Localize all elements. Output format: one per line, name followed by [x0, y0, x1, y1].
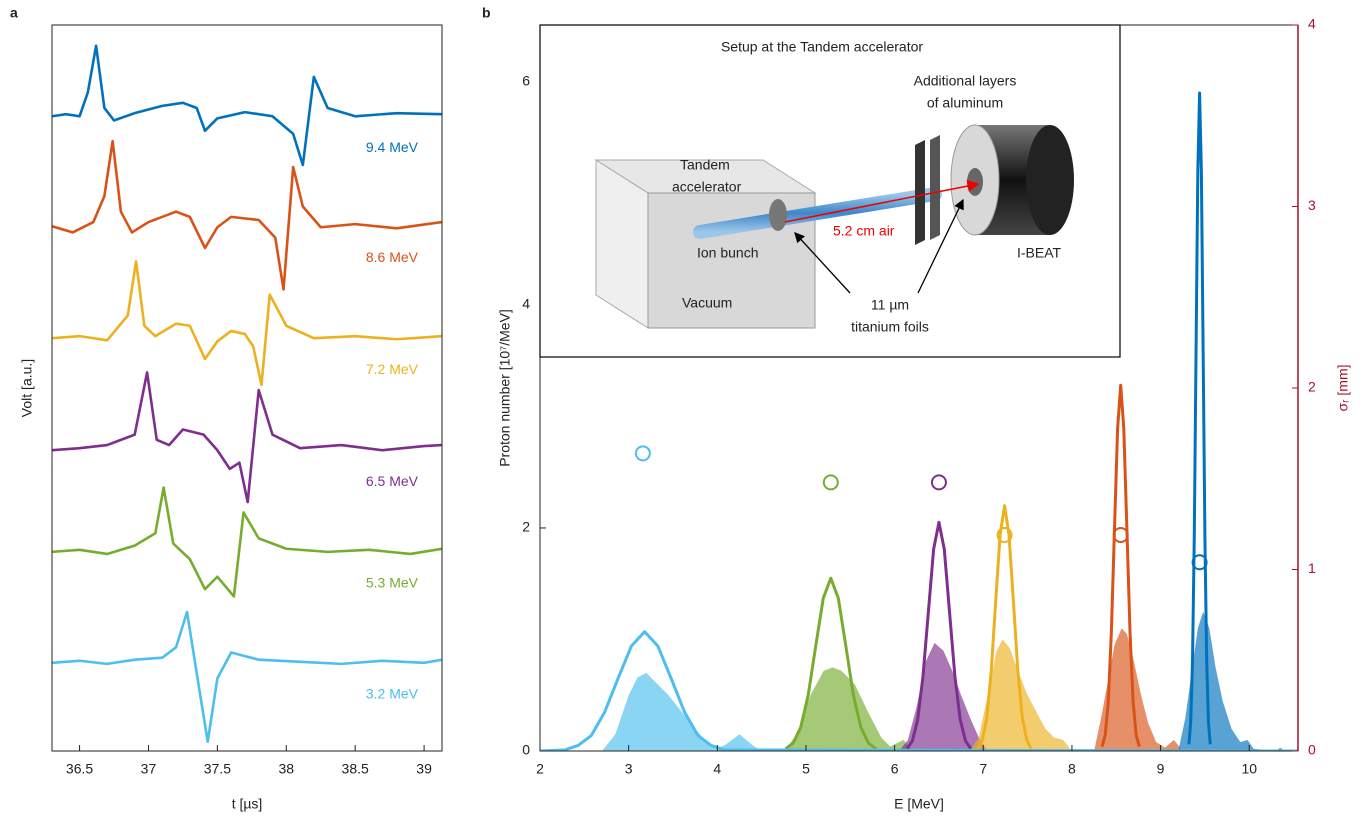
y-axis-label: Volt [a.u.] [19, 359, 35, 417]
aluminum-layer [930, 135, 940, 240]
y-tick-label: 0 [522, 742, 530, 758]
sigma-marker [930, 474, 947, 491]
x-tick-label: 7 [979, 761, 987, 777]
y-tick-label: 6 [522, 73, 530, 89]
axes-box [51, 24, 443, 752]
x-tick-label: 37.5 [204, 761, 231, 777]
y2-tick-label: 4 [1308, 16, 1316, 32]
x-tick-label: 3 [625, 761, 633, 777]
histogram-area [1094, 628, 1183, 751]
panel-letter: a [10, 5, 18, 21]
line [52, 610, 442, 743]
x-tick-label: 38 [278, 761, 294, 777]
trace-label: 6.5 MeV [366, 473, 419, 489]
x-tick-label: 38.5 [342, 761, 369, 777]
y-axis-label: Proton number [10⁷/MeV] [497, 309, 513, 467]
y-tick-label: 2 [522, 519, 530, 535]
line [905, 520, 973, 750]
y2-axis-label: σᵣ [mm] [1335, 365, 1351, 412]
y-tick-label: 4 [522, 296, 530, 312]
trace-label: 5.3 MeV [366, 575, 419, 591]
line [52, 139, 442, 291]
x-tick-label: 39 [416, 761, 432, 777]
x-tick-label: 5 [802, 761, 810, 777]
line [540, 630, 1298, 751]
inset-title: Setup at the Tandem accelerator [721, 39, 923, 55]
line [52, 260, 442, 387]
inset-label: Ion bunch [697, 245, 759, 261]
x-tick-label: 9 [1157, 761, 1165, 777]
sigma-marker [822, 474, 839, 491]
inset-label: 5.2 cm air [833, 223, 895, 239]
x-tick-label: 6 [891, 761, 899, 777]
y2-tick-label: 0 [1308, 742, 1316, 758]
inset-label: Tandem [680, 157, 730, 173]
line [976, 504, 1033, 750]
x-tick-label: 4 [713, 761, 721, 777]
plot: 9.4 MeV 8.6 MeV 7.2 MeV 6.5 MeV 5.3 MeV 3.2 M… [19, 24, 443, 812]
histogram-area [899, 642, 988, 751]
y2-tick-label: 2 [1308, 379, 1316, 395]
sigma-marker [634, 445, 651, 462]
plot-area [540, 91, 1298, 751]
x-tick-label: 36.5 [66, 761, 93, 777]
detector-window [967, 168, 983, 196]
trace-label: 9.4 MeV [366, 139, 419, 155]
sigma-marker [996, 527, 1013, 544]
line [52, 486, 442, 598]
x-tick-label: 2 [536, 761, 544, 777]
inset-label: Additional layers [914, 73, 1017, 89]
inset-label: titanium foils [851, 319, 929, 335]
panel-letter: b [482, 5, 491, 21]
line [1100, 383, 1141, 747]
line [1187, 91, 1212, 745]
plot-area [52, 44, 442, 743]
detector-back [1026, 125, 1074, 235]
y2-tick-label: 3 [1308, 197, 1316, 213]
inset-label: of aluminum [927, 95, 1003, 111]
line [52, 371, 442, 504]
inset-label: Vacuum [682, 295, 732, 311]
aluminum-layer [915, 140, 925, 245]
air-arrow [784, 180, 980, 223]
foil-arrow [917, 198, 964, 294]
sigma-marker [1191, 554, 1208, 571]
titanium-foil [769, 199, 787, 231]
sigma-marker [1112, 527, 1129, 544]
inset-label: I-BEAT [1017, 245, 1062, 261]
inset-label: accelerator [672, 179, 742, 195]
trace-label: 8.6 MeV [366, 249, 419, 265]
line [784, 576, 877, 750]
histogram-area [783, 667, 913, 751]
x-tick-label: 10 [1241, 761, 1257, 777]
trace-label: 7.2 MeV [366, 361, 419, 377]
x-tick-label: 8 [1068, 761, 1076, 777]
inset: Setup at the Tandem accelerator Addition… [539, 24, 1121, 358]
y2-tick-label: 1 [1308, 560, 1316, 576]
x-tick-label: 37 [141, 761, 157, 777]
histogram-area [602, 672, 762, 751]
inset-label: 11 µm [871, 297, 909, 313]
trace-label: 3.2 MeV [366, 686, 419, 702]
foil-arrow [794, 232, 851, 294]
x-axis-label: E [MeV] [894, 796, 944, 812]
x-axis-label: t [µs] [232, 796, 263, 812]
line [52, 44, 442, 167]
histogram-area [1178, 611, 1285, 751]
